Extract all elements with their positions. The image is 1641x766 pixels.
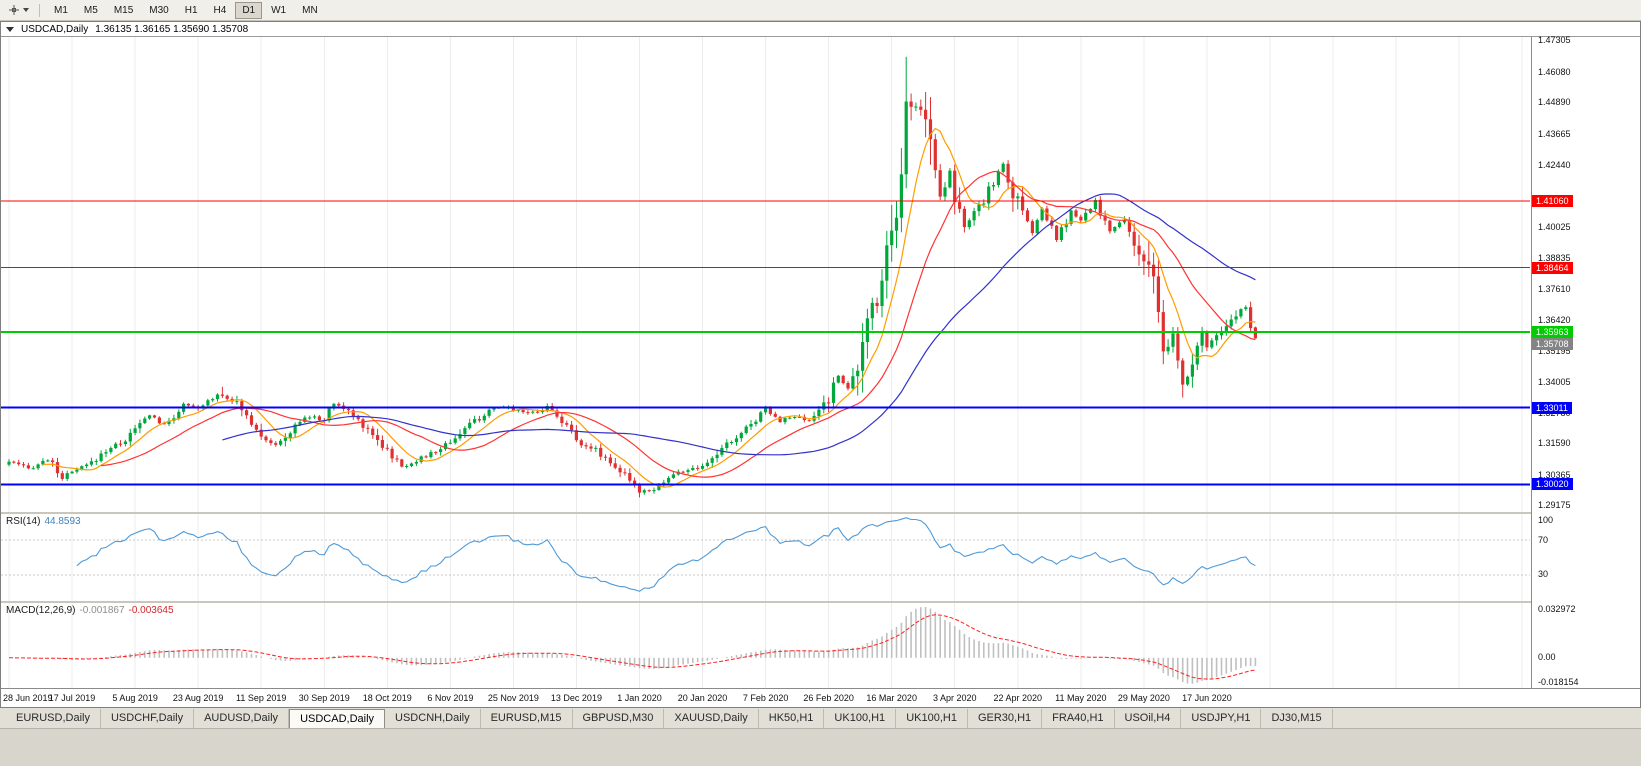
- date-label: 16 Mar 2020: [866, 693, 917, 703]
- chart-tab-audusd-daily[interactable]: AUDUSD,Daily: [194, 709, 290, 728]
- rsi-axis-label: 70: [1538, 534, 1549, 545]
- chart-window: USDCAD,Daily 1.36135 1.36165 1.35690 1.3…: [0, 21, 1641, 708]
- date-label: 17 Jul 2019: [48, 693, 96, 703]
- tf-button-h1[interactable]: H1: [184, 4, 198, 16]
- price-axis-label: 1.34005: [1538, 376, 1571, 387]
- price-axis-label: 1.36420: [1538, 314, 1571, 325]
- date-label: 18 Oct 2019: [362, 693, 412, 703]
- panel-splitter[interactable]: [1, 512, 1640, 514]
- date-label: 6 Nov 2019: [427, 693, 474, 703]
- tf-button-m15[interactable]: M15: [113, 4, 134, 16]
- date-label: 20 Jan 2020: [677, 693, 728, 703]
- window-menu-icon[interactable]: [6, 26, 14, 32]
- macd-axis-label: 0.032972: [1538, 604, 1576, 614]
- price-axis-label: 1.35195: [1538, 345, 1571, 356]
- chart-tab-usoil-h4[interactable]: USOil,H4: [1115, 709, 1182, 728]
- tf-button-m5[interactable]: M5: [83, 4, 98, 16]
- chart-tab-dj30-m15[interactable]: DJ30,M15: [1261, 709, 1333, 728]
- rsi-canvas[interactable]: [1, 514, 1530, 601]
- price-axis-label: 1.42440: [1538, 160, 1571, 171]
- price-axis-label: 1.44890: [1538, 97, 1571, 108]
- panel-splitter[interactable]: [1, 601, 1640, 603]
- rsi-value: 44.8593: [44, 516, 81, 527]
- macd-name: MACD(12,26,9): [6, 605, 76, 616]
- chart-tab-xauusd-daily[interactable]: XAUUSD,Daily: [664, 709, 759, 728]
- date-label: 25 Nov 2019: [487, 693, 539, 703]
- tf-button-w1[interactable]: W1: [271, 4, 287, 16]
- price-line-tag: 1.41060: [1532, 194, 1573, 207]
- macd-canvas[interactable]: [1, 603, 1530, 688]
- chevron-down-icon: [23, 8, 29, 12]
- price-axis-label: 1.43665: [1538, 128, 1571, 139]
- main-chart-canvas[interactable]: [1, 37, 1530, 512]
- macd-axis-label: 0.00: [1538, 652, 1556, 663]
- time-axis[interactable]: 28 Jun 2019 17 Jul 2019 5 Aug 2019 23 Aug 2…: [1, 688, 1640, 707]
- rsi-axis-label: 30: [1538, 569, 1549, 580]
- date-label: 5 Aug 2019: [112, 693, 158, 703]
- chart-tab-uk100-h1[interactable]: UK100,H1: [824, 709, 897, 728]
- crosshair-icon: [9, 5, 19, 15]
- chart-tab-uk100-h1[interactable]: UK100,H1: [896, 709, 968, 728]
- date-label: 7 Feb 2020: [742, 693, 789, 703]
- price-axis-label: 1.31590: [1538, 438, 1571, 449]
- chart-tab-eurusd-m15[interactable]: EURUSD,M15: [481, 709, 573, 728]
- macd-indicator-label: MACD(12,26,9) -0.001867 -0.003645: [6, 605, 178, 616]
- chart-titlebar: USDCAD,Daily 1.36135 1.36165 1.35690 1.3…: [1, 22, 1640, 37]
- chart-symbol-title: USDCAD,Daily: [21, 23, 89, 35]
- tf-button-h4[interactable]: H4: [213, 4, 227, 16]
- price-axis-label: 1.30365: [1538, 469, 1571, 480]
- chart-tab-gbpusd-m30[interactable]: GBPUSD,M30: [573, 709, 665, 728]
- price-axis-label: 1.46080: [1538, 66, 1571, 77]
- current-price-tag: 1.35708: [1532, 337, 1573, 350]
- rsi-axis-label: 100: [1538, 515, 1554, 525]
- chart-ohlc-values: 1.36135 1.36165 1.35690 1.35708: [95, 23, 249, 35]
- date-label: 29 May 2020: [1117, 693, 1170, 703]
- chart-tab-fra40-h1[interactable]: FRA40,H1: [1042, 709, 1115, 728]
- chart-tab-usdcad-daily[interactable]: USDCAD,Daily: [289, 709, 386, 728]
- price-axis-label: 1.40025: [1538, 222, 1571, 233]
- tf-button-m1[interactable]: M1: [54, 4, 68, 16]
- chart-tab-usdcnh-daily[interactable]: USDCNH,Daily: [385, 709, 481, 728]
- timeframe-toolbar: M1 M5 M15 M30 H1 H4 D1 W1 MN: [0, 0, 1641, 21]
- price-line-tag: 1.38464: [1532, 261, 1573, 274]
- price-line-tag: 1.35963: [1532, 325, 1573, 338]
- date-label: 22 Apr 2020: [993, 693, 1043, 703]
- date-label: 1 Jan 2020: [617, 693, 662, 703]
- rsi-indicator-label: RSI(14) 44.8593: [6, 516, 85, 527]
- date-label: 13 Dec 2019: [550, 693, 602, 703]
- chart-tab-usdjpy-h1[interactable]: USDJPY,H1: [1181, 709, 1262, 728]
- date-label: 3 Apr 2020: [932, 693, 977, 703]
- date-label: 11 May 2020: [1055, 693, 1107, 703]
- date-label: 26 Feb 2020: [803, 693, 854, 703]
- date-label: 23 Aug 2019: [172, 693, 224, 703]
- price-axis-label: 1.47305: [1538, 35, 1571, 46]
- price-axis-label: 1.37610: [1538, 284, 1571, 294]
- rsi-name: RSI(14): [6, 516, 41, 527]
- chart-cursor-tool-button[interactable]: [4, 1, 33, 19]
- macd-signal-value: -0.003645: [128, 605, 174, 616]
- price-axis-label: 1.29175: [1538, 500, 1571, 511]
- tf-button-d1[interactable]: D1: [235, 1, 263, 19]
- macd-main-value: -0.001867: [79, 605, 125, 616]
- date-label: 30 Sep 2019: [298, 693, 350, 703]
- price-line-tag: 1.30020: [1532, 478, 1573, 491]
- chart-tab-eurusd-daily[interactable]: EURUSD,Daily: [6, 709, 101, 728]
- tf-button-mn[interactable]: MN: [302, 4, 318, 16]
- chart-tab-hk50-h1[interactable]: HK50,H1: [759, 709, 825, 728]
- price-line-tag: 1.33011: [1532, 401, 1572, 414]
- date-label: 11 Sep 2019: [235, 693, 287, 703]
- chart-tab-ger30-h1[interactable]: GER30,H1: [968, 709, 1043, 728]
- timeframe-buttons: M1 M5 M15 M30 H1 H4 D1 W1 MN: [46, 1, 326, 19]
- date-label: 17 Jun 2020: [1182, 693, 1232, 703]
- chart-tab-usdchf-daily[interactable]: USDCHF,Daily: [101, 709, 195, 728]
- date-label: 28 Jun 2019: [3, 693, 53, 703]
- chart-tabs-bar: EURUSD,Daily USDCHF,Daily AUDUSD,Daily USDC…: [0, 708, 1641, 729]
- toolbar-separator: [39, 3, 40, 17]
- price-axis[interactable]: 1.47305 1.46080 1.44890 1.43665 1.42440 1.400…: [1531, 35, 1640, 688]
- status-bar: [0, 729, 1641, 766]
- macd-axis-label: -0.018154: [1538, 677, 1579, 687]
- tf-button-m30[interactable]: M30: [149, 4, 169, 16]
- price-axis-label: 1.38835: [1538, 252, 1571, 263]
